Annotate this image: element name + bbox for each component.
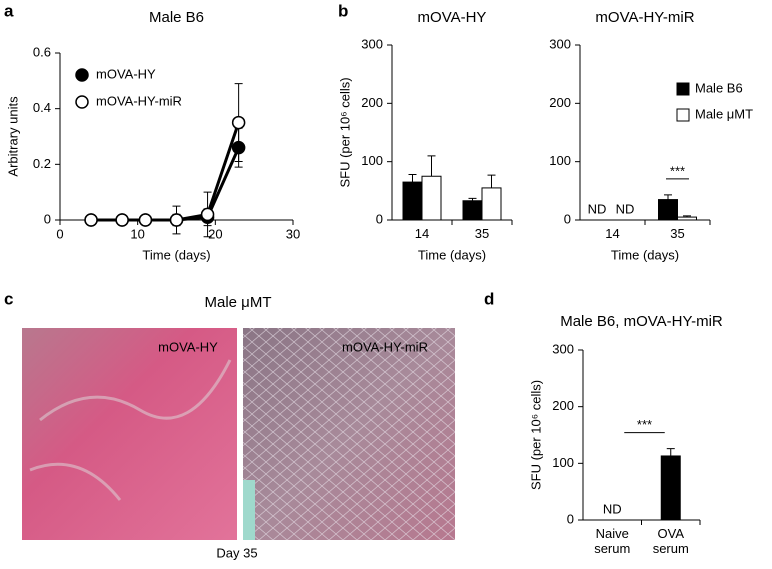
y-tick-label: 300 bbox=[549, 36, 571, 51]
panel-label: c bbox=[4, 289, 13, 308]
x-tick-label: 10 bbox=[130, 226, 144, 241]
x-tick-label-line: serum bbox=[594, 541, 630, 556]
bar bbox=[658, 199, 678, 221]
y-tick-label: 0.6 bbox=[33, 44, 51, 59]
marker bbox=[231, 115, 246, 130]
y-tick-label: 0 bbox=[376, 211, 383, 226]
chart-title: Male B6 bbox=[149, 9, 204, 26]
x-axis-label: Time (days) bbox=[611, 247, 679, 262]
y-axis-label: SFU (per 10⁶ cells) bbox=[337, 77, 352, 187]
chart-title: Male B6, mOVA-HY-miR bbox=[560, 313, 723, 330]
caption: Day 35 bbox=[216, 545, 257, 560]
y-tick-label: 0 bbox=[564, 211, 571, 226]
marker bbox=[84, 213, 98, 227]
y-tick-label: 100 bbox=[549, 153, 571, 168]
panel-label: a bbox=[4, 1, 14, 20]
x-tick-label-line: 35 bbox=[670, 226, 684, 241]
x-tick-label: 20 bbox=[208, 226, 222, 241]
y-tick-label: 300 bbox=[361, 36, 383, 51]
x-axis-label: Time (days) bbox=[142, 247, 210, 262]
y-tick-label: 200 bbox=[361, 95, 383, 110]
legend-marker bbox=[676, 82, 690, 96]
x-tick-label-line: serum bbox=[653, 541, 689, 556]
value-label: ND bbox=[588, 201, 607, 216]
x-tick-label: 14 bbox=[605, 226, 619, 241]
image-left bbox=[22, 328, 237, 540]
chart-title: mOVA-HY-miR bbox=[595, 9, 694, 26]
significance-label: *** bbox=[637, 417, 652, 432]
marker bbox=[138, 213, 153, 227]
marker bbox=[115, 213, 129, 227]
line bbox=[91, 122, 241, 222]
image-texture bbox=[29, 359, 232, 501]
marker bbox=[169, 213, 184, 227]
x-tick-label-line: Naive bbox=[596, 526, 629, 541]
y-tick-label: 0 bbox=[44, 211, 51, 226]
significance-label: *** bbox=[670, 163, 685, 178]
x-tick-label: 0 bbox=[56, 226, 63, 241]
y-tick-label: 200 bbox=[552, 398, 574, 413]
x-tick-label: 14 bbox=[415, 226, 429, 241]
bar bbox=[421, 175, 442, 221]
panel-label: b bbox=[338, 1, 348, 20]
y-tick-label: 0.4 bbox=[33, 100, 51, 115]
bar bbox=[677, 216, 697, 221]
y-tick-label: 100 bbox=[361, 153, 383, 168]
legend-marker bbox=[676, 108, 690, 122]
bar bbox=[660, 455, 681, 521]
x-tick-label: 35 bbox=[670, 226, 684, 241]
y-tick-label: 200 bbox=[549, 95, 571, 110]
legend-label: Male μMT bbox=[695, 106, 753, 121]
x-tick-label-line: 14 bbox=[415, 226, 429, 241]
image-label: mOVA-HY bbox=[158, 339, 218, 354]
micrographs: Male μMT mOVA-HY mOVA-HY-miR Day 35 bbox=[22, 294, 455, 560]
bar bbox=[462, 200, 483, 221]
marker bbox=[200, 207, 215, 222]
y-tick-label: 0 bbox=[567, 511, 574, 526]
x-tick-label-line: 35 bbox=[475, 226, 489, 241]
x-tick-label: 30 bbox=[286, 226, 300, 241]
image-texture bbox=[243, 328, 455, 540]
panel-label: d bbox=[484, 289, 494, 308]
legend-label: mOVA-HY-miR bbox=[96, 93, 182, 108]
legend-label: Male B6 bbox=[695, 80, 743, 95]
legend-marker bbox=[75, 68, 89, 82]
value-label: ND bbox=[616, 201, 635, 216]
value-label: ND bbox=[603, 501, 622, 516]
legend-label: mOVA-HY bbox=[96, 66, 156, 81]
y-axis-label: Arbitrary units bbox=[5, 96, 20, 177]
x-tick-label: OVA serum bbox=[653, 526, 689, 556]
y-tick-label: 100 bbox=[552, 455, 574, 470]
y-tick-label: 0.2 bbox=[33, 156, 51, 171]
y-tick-label: 300 bbox=[552, 341, 574, 356]
bar bbox=[402, 181, 423, 221]
x-tick-label: 35 bbox=[475, 226, 489, 241]
bar bbox=[481, 187, 502, 221]
panel-title: Male μMT bbox=[205, 294, 272, 311]
legend-marker bbox=[75, 95, 89, 109]
y-axis-label: SFU (per 10⁶ cells) bbox=[528, 380, 543, 490]
x-axis-label: Time (days) bbox=[418, 247, 486, 262]
x-tick-label: Naive serum bbox=[594, 526, 630, 556]
x-tick-label-line: 14 bbox=[605, 226, 619, 241]
image-label: mOVA-HY-miR bbox=[342, 339, 428, 354]
chart-title: mOVA-HY bbox=[418, 9, 487, 26]
x-tick-label-line: OVA bbox=[658, 526, 685, 541]
image-texture bbox=[243, 480, 255, 540]
